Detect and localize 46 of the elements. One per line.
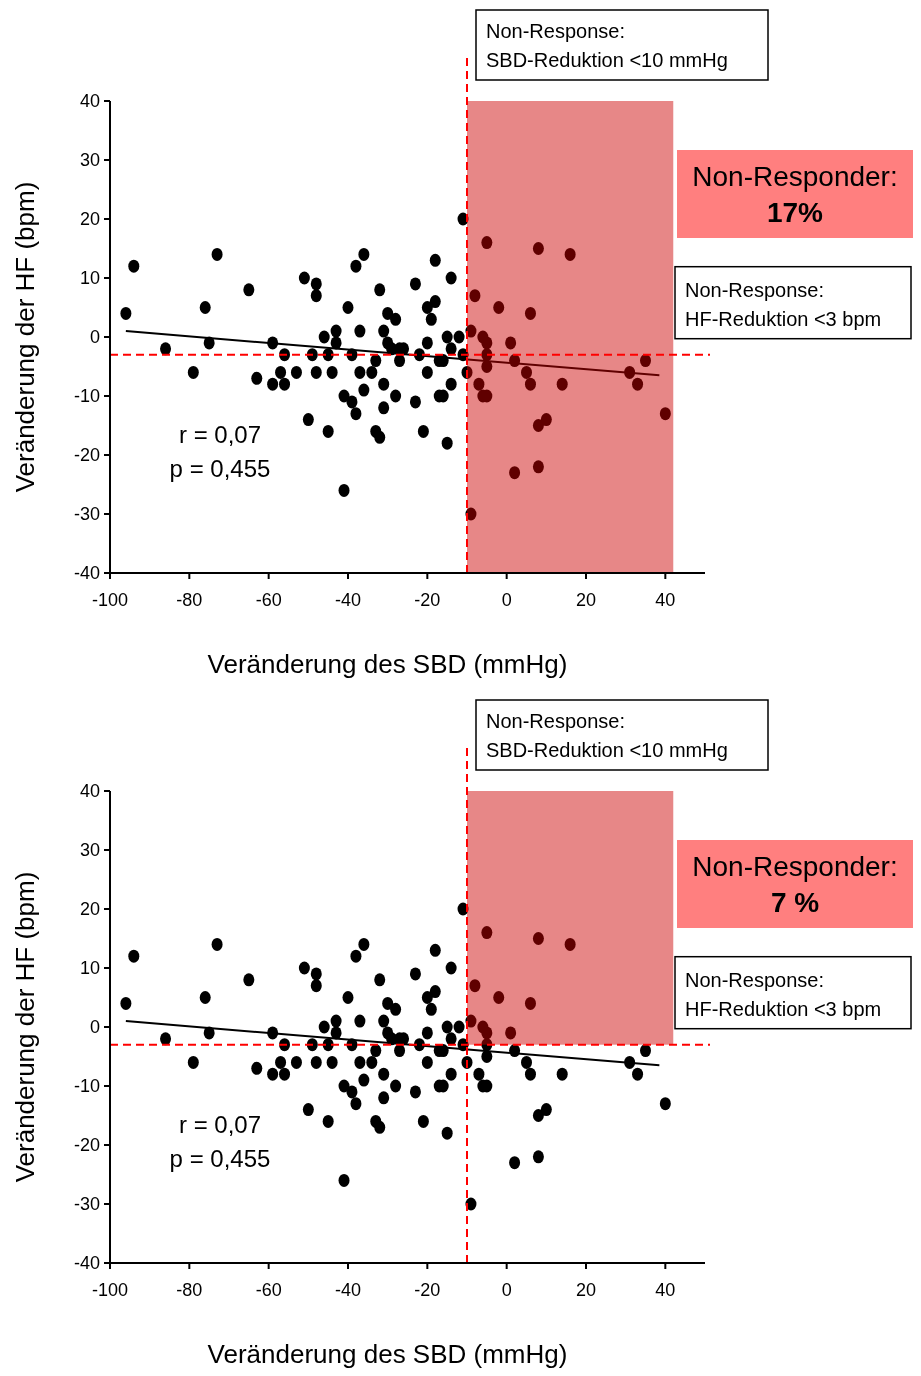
y-tick-label: -40 [73, 563, 100, 583]
y-tick-label: 0 [89, 327, 100, 347]
annotation: r = 0,07 p = 0,455 [169, 1111, 271, 1172]
y-tick-label: -20 [73, 445, 100, 465]
y-axis-title: Veränderung der HF (bpm) [10, 181, 40, 493]
x-tick-label: -20 [414, 1280, 441, 1300]
annotation: Non-Responder: 7 % [692, 851, 898, 918]
y-tick-label: 40 [79, 781, 100, 801]
y-tick-label: -30 [73, 504, 100, 524]
y-tick-label: 30 [79, 150, 100, 170]
annotation: Non-Responder: 17% [692, 161, 898, 228]
y-axis-title: Veränderung der HF (bpm) [10, 871, 40, 1183]
x-tick-label: 0 [501, 590, 512, 610]
x-tick-label: 20 [575, 1280, 597, 1300]
y-tick-label: 30 [79, 840, 100, 860]
y-tick-label: 20 [79, 209, 100, 229]
y-tick-label: 20 [79, 899, 100, 919]
x-axis-title: Veränderung des SBD (mmHg) [207, 1339, 568, 1369]
x-tick-label: 40 [655, 590, 676, 610]
x-tick-label: 20 [575, 590, 597, 610]
ref-line-label: Non-Response: SBD-Reduktion <10 mmHg [486, 20, 728, 71]
x-tick-label: -80 [176, 1280, 203, 1300]
y-tick-label: -10 [73, 1076, 100, 1096]
x-tick-label: -100 [91, 590, 129, 610]
y-tick-label: -10 [73, 386, 100, 406]
x-tick-label: -40 [334, 1280, 362, 1300]
y-tick-label: 40 [79, 91, 100, 111]
ref-line-label: Non-Response: SBD-Reduktion <10 mmHg [486, 710, 728, 761]
y-tick-label: 0 [89, 1017, 100, 1037]
x-tick-label: 0 [501, 1280, 512, 1300]
x-tick-label: -60 [255, 1280, 282, 1300]
x-tick-label: 40 [655, 1280, 676, 1300]
ref-line-label: Non-Response: HF-Reduktion <3 bpm [685, 968, 882, 1020]
x-tick-label: -60 [255, 590, 282, 610]
x-tick-label: -100 [91, 1280, 129, 1300]
y-tick-label: -20 [73, 1135, 100, 1155]
x-tick-label: -80 [176, 590, 203, 610]
y-tick-label: -40 [73, 1253, 100, 1273]
ref-line-label: Non-Response: HF-Reduktion <3 bpm [685, 278, 882, 330]
x-tick-label: -40 [334, 590, 362, 610]
y-tick-label: -30 [73, 1194, 100, 1214]
y-tick-label: 10 [79, 268, 100, 288]
y-tick-label: 10 [79, 958, 100, 978]
x-tick-label: -20 [414, 590, 441, 610]
x-axis-title: Veränderung des SBD (mmHg) [207, 649, 568, 679]
annotation: r = 0,07 p = 0,455 [169, 421, 271, 482]
